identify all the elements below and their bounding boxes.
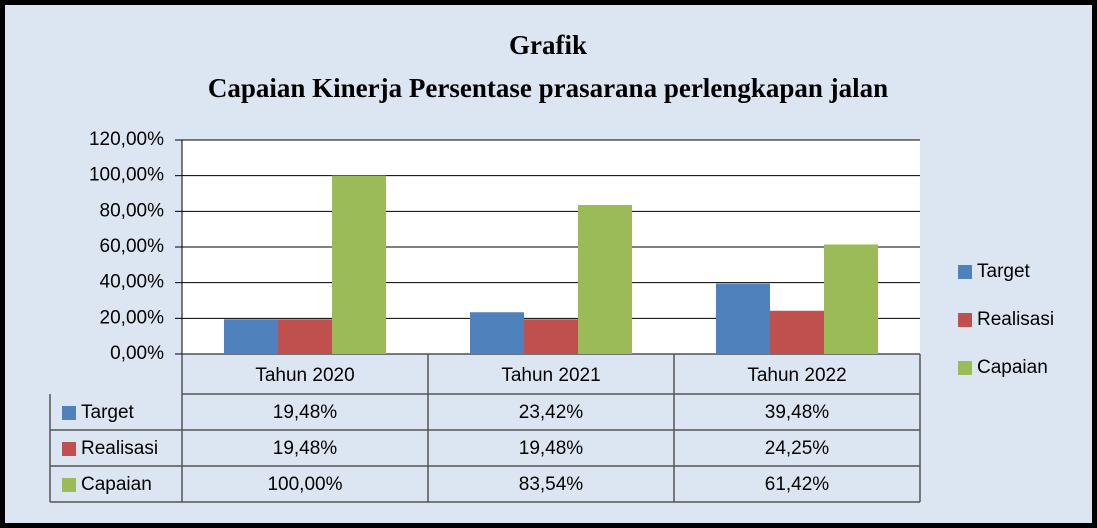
bar — [824, 244, 878, 354]
bar — [770, 310, 824, 354]
table-value: 100,00% — [267, 474, 342, 495]
bar — [524, 319, 578, 354]
legend-label: Capaian — [977, 357, 1048, 378]
chart-title: Grafik — [509, 30, 587, 60]
x-tick-label: Tahun 2021 — [501, 365, 600, 386]
y-tick-label: 0,00% — [110, 343, 164, 364]
legend-key — [958, 361, 972, 375]
bar — [470, 312, 524, 354]
bar — [278, 319, 332, 354]
table-legend-key — [62, 442, 76, 456]
table-row-label: Capaian — [81, 474, 152, 495]
table-value: 83,54% — [519, 474, 584, 495]
y-tick-label: 80,00% — [100, 200, 165, 221]
table-value: 19,48% — [273, 438, 338, 459]
table-value: 19,48% — [519, 438, 584, 459]
y-tick-label: 100,00% — [89, 165, 164, 186]
table-value: 39,48% — [765, 402, 830, 423]
y-tick-label: 60,00% — [100, 236, 165, 257]
table-value: 23,42% — [519, 402, 584, 423]
legend-key — [958, 265, 972, 279]
legend-label: Target — [977, 261, 1031, 282]
x-tick-label: Tahun 2022 — [747, 365, 846, 386]
x-tick-label: Tahun 2020 — [255, 365, 354, 386]
bar — [716, 283, 770, 354]
table-row-label: Realisasi — [81, 438, 158, 459]
y-tick-label: 120,00% — [89, 129, 164, 150]
legend-label: Realisasi — [977, 309, 1054, 330]
table-value: 61,42% — [765, 474, 830, 495]
bar — [332, 175, 386, 354]
table-legend-key — [62, 406, 76, 420]
chart-subtitle: Capaian Kinerja Persentase prasarana per… — [208, 73, 888, 103]
bar — [224, 319, 278, 354]
table-row-label: Target — [81, 402, 135, 423]
legend-key — [958, 313, 972, 327]
y-tick-label: 20,00% — [100, 307, 165, 328]
table-value: 24,25% — [765, 438, 830, 459]
bar — [578, 205, 632, 354]
table-value: 19,48% — [273, 402, 338, 423]
table-legend-key — [62, 478, 76, 492]
y-tick-label: 40,00% — [100, 272, 165, 293]
